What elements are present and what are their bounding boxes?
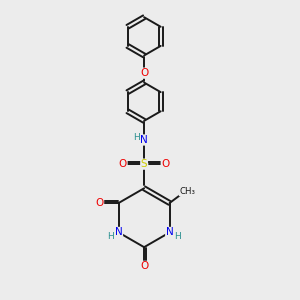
Text: H: H (107, 232, 114, 242)
Text: H: H (134, 133, 140, 142)
Text: O: O (140, 68, 148, 78)
Text: N: N (140, 135, 148, 145)
Text: N: N (166, 227, 173, 237)
Text: S: S (141, 159, 147, 169)
Text: CH₃: CH₃ (179, 187, 195, 196)
Text: O: O (95, 198, 104, 208)
Text: O: O (161, 159, 170, 169)
Text: H: H (175, 232, 181, 242)
Text: O: O (140, 261, 148, 271)
Text: N: N (115, 227, 122, 237)
Text: O: O (119, 159, 127, 169)
